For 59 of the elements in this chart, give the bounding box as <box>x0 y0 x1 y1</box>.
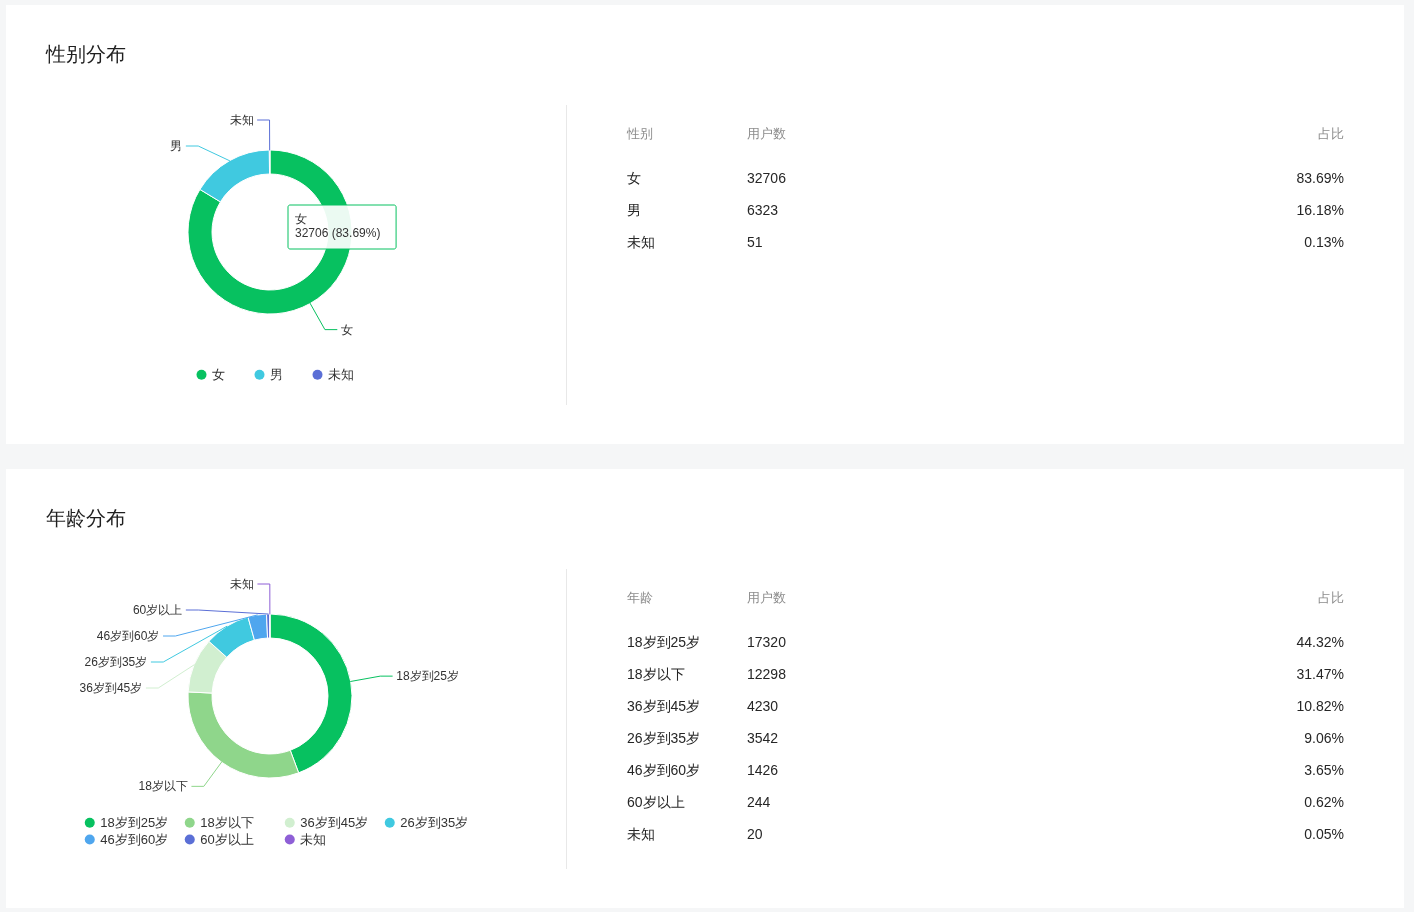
text: 未知 <box>627 826 655 842</box>
text: 32706 <box>747 170 787 186</box>
slice-label: 未知 <box>229 577 254 591</box>
text: 26岁到35岁 <box>627 730 701 746</box>
text: 46岁到60岁 <box>627 762 701 778</box>
text: 用户数 <box>747 126 786 141</box>
text: 51 <box>747 234 763 250</box>
slice-label: 26岁到35岁 <box>84 655 148 669</box>
text: 60岁以上 <box>627 794 685 810</box>
slice-label: 18岁到25岁 <box>396 669 459 684</box>
slice-label: 18岁以下 <box>138 779 188 794</box>
text: 6323 <box>747 202 779 218</box>
text: 36岁到45岁 <box>627 698 701 714</box>
text: 10.82% <box>1296 698 1344 714</box>
legend-label: 未知 <box>328 366 354 382</box>
text: 4230 <box>747 698 779 714</box>
text: 用户数 <box>747 590 786 605</box>
text: 9.06% <box>1304 730 1344 746</box>
text: 18岁到25岁 <box>627 634 701 650</box>
text: 女 <box>627 170 641 186</box>
text: 未知 <box>627 234 655 250</box>
slice-label: 女 <box>340 322 353 337</box>
text: 0.13% <box>1304 234 1344 250</box>
legend-label: 60岁以上 <box>200 831 254 847</box>
text: 12298 <box>747 666 787 682</box>
text: 女 32706 (83.69%) <box>295 212 381 240</box>
legend-label: 46岁到60岁 <box>100 831 169 847</box>
text: 占比 <box>1318 590 1344 605</box>
text: 男 <box>627 202 641 218</box>
legend-label: 36岁到45岁 <box>300 814 369 830</box>
legend-label: 男 <box>270 366 283 382</box>
chart-title: 性别分布 <box>45 43 126 65</box>
text: 3542 <box>747 730 779 746</box>
legend-label: 18岁以下 <box>200 814 254 830</box>
text: 17320 <box>747 634 787 650</box>
slice-label: 未知 <box>229 113 254 127</box>
legend-label: 18岁到25岁 <box>100 814 169 830</box>
legend-label: 女 <box>212 366 225 382</box>
text: 16.18% <box>1296 202 1344 218</box>
text: 244 <box>747 794 771 810</box>
text: 44.32% <box>1296 634 1344 650</box>
text: 0.05% <box>1304 826 1344 842</box>
text: 性别 <box>626 126 653 141</box>
text: 31.47% <box>1296 666 1344 682</box>
slice-label: 46岁到60岁 <box>96 629 160 643</box>
text: 83.69% <box>1296 170 1344 186</box>
chart-title: 年龄分布 <box>46 507 126 529</box>
slice-label: 男 <box>170 139 183 153</box>
slice-label: 60岁以上 <box>132 603 183 617</box>
text: 年龄 <box>627 590 653 605</box>
slice-label: 36岁到45岁 <box>79 681 143 695</box>
text: 18岁以下 <box>627 666 685 682</box>
text: 3.65% <box>1304 762 1344 778</box>
text: 20 <box>747 826 763 842</box>
legend-label: 26岁到35岁 <box>400 814 469 830</box>
legend-label: 未知 <box>300 831 327 847</box>
text: 占比 <box>1318 126 1344 141</box>
text: 0.62% <box>1304 794 1344 810</box>
text: 1426 <box>747 762 779 778</box>
